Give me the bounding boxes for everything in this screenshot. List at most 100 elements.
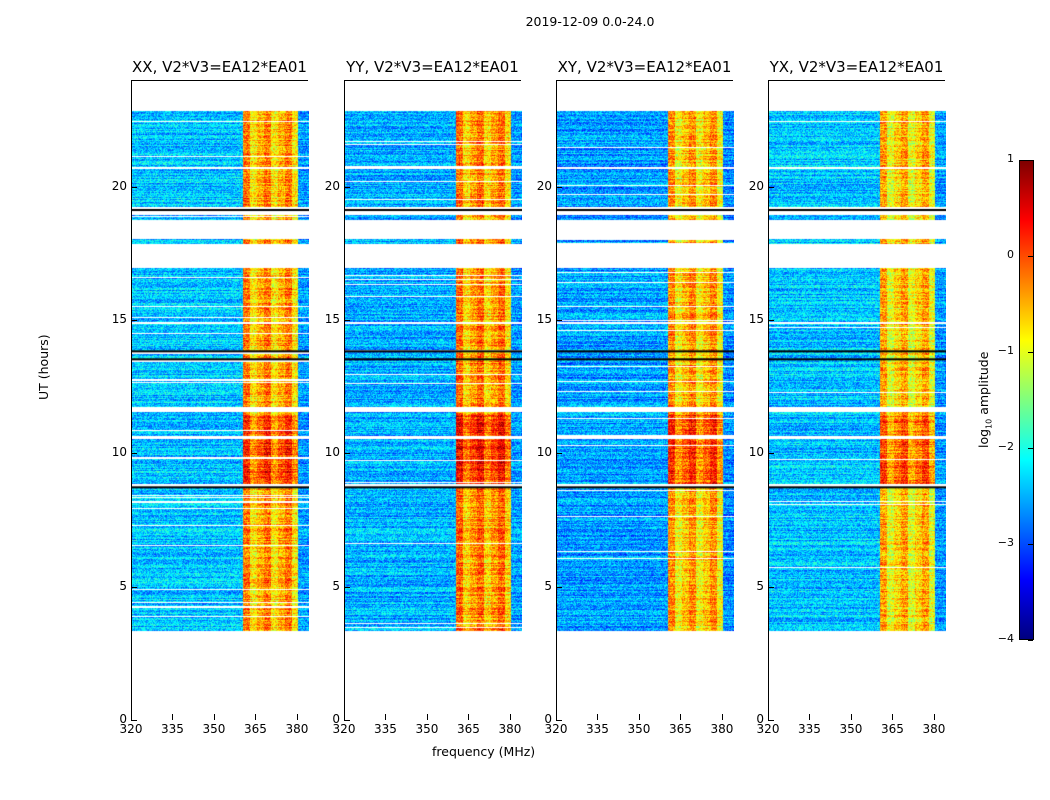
- y-tick-label: 5: [756, 578, 764, 593]
- y-tick: [768, 186, 774, 188]
- heatmap-canvas: [132, 81, 309, 721]
- x-tick: [768, 714, 769, 720]
- y-tick: [131, 453, 137, 455]
- x-tick-label: 350: [202, 722, 226, 736]
- colorbar-tick-label: −4: [997, 632, 1014, 645]
- y-tick: [768, 320, 774, 321]
- y-tick: [768, 720, 774, 721]
- y-tick-label: 15: [324, 312, 340, 326]
- x-tick: [680, 714, 682, 720]
- y-tick: [344, 586, 350, 588]
- y-tick: [344, 453, 350, 455]
- panel-title: XX, V2*V3=EA12*EA01: [132, 58, 307, 76]
- plot-area: [131, 80, 309, 721]
- x-tick: [296, 714, 298, 720]
- y-tick-label: 0: [756, 712, 764, 726]
- y-tick: [344, 320, 350, 321]
- x-tick-label: 350: [415, 722, 439, 736]
- y-tick: [344, 186, 350, 188]
- x-tick: [509, 714, 511, 720]
- y-tick: [768, 586, 774, 588]
- x-tick: [809, 714, 811, 720]
- y-tick-label: 10: [536, 445, 552, 460]
- y-tick-label: 20: [748, 178, 764, 193]
- x-tick-label: 350: [627, 722, 651, 736]
- y-tick-label: 5: [544, 578, 552, 593]
- colorbar-label: log10 amplitude: [976, 351, 994, 448]
- y-tick-label: 20: [111, 178, 127, 193]
- x-tick-label: 335: [586, 722, 609, 736]
- x-tick: [213, 714, 215, 720]
- y-tick: [344, 720, 350, 721]
- y-tick: [556, 186, 562, 188]
- panel-title: XY, V2*V3=EA12*EA01: [557, 58, 732, 76]
- y-tick-label: 20: [536, 178, 552, 193]
- x-tick: [255, 714, 257, 720]
- x-tick: [721, 714, 723, 720]
- x-tick: [344, 714, 345, 720]
- x-tick-label: 320: [544, 722, 568, 736]
- colorbar-tick-label: −1: [997, 344, 1014, 357]
- y-tick: [131, 186, 137, 188]
- x-tick: [850, 714, 852, 720]
- heatmap-canvas: [557, 81, 734, 721]
- colorbar-tick-label: −2: [997, 440, 1014, 453]
- y-tick: [556, 586, 562, 588]
- x-tick-label: 350: [839, 722, 863, 736]
- colorbar-tick: [1028, 256, 1033, 257]
- heatmap-canvas: [345, 81, 522, 721]
- x-tick-label: 365: [669, 722, 692, 736]
- y-tick-label: 0: [332, 712, 340, 726]
- x-tick: [556, 714, 557, 720]
- x-tick: [892, 714, 894, 720]
- plot-area: [768, 80, 946, 721]
- x-tick-label: 335: [798, 722, 821, 736]
- y-tick-label: 15: [536, 312, 552, 326]
- x-tick: [933, 714, 935, 720]
- y-tick-label: 15: [748, 312, 764, 326]
- y-tick-label: 0: [119, 712, 127, 726]
- colorbar-tick: [1028, 640, 1033, 641]
- x-tick-label: 320: [332, 722, 356, 736]
- x-tick: [638, 714, 640, 720]
- y-tick-label: 15: [111, 312, 127, 326]
- y-tick: [556, 720, 562, 721]
- x-tick: [468, 714, 470, 720]
- x-tick-label: 380: [922, 722, 946, 736]
- colorbar-tick: [1028, 544, 1033, 545]
- y-tick: [556, 453, 562, 455]
- y-tick-label: 10: [111, 445, 127, 460]
- y-tick-label: 5: [119, 578, 127, 593]
- x-tick-label: 365: [457, 722, 480, 736]
- figure-title: 2019-12-09 0.0-24.0: [525, 14, 655, 29]
- plot-area: [556, 80, 734, 721]
- spectrogram-panel: XX, V2*V3=EA12*EA01 320 335 350 365 380 0 5 10 15…: [112, 58, 309, 736]
- y-tick: [556, 320, 562, 321]
- y-tick: [131, 586, 137, 588]
- colorbar: [1019, 160, 1034, 640]
- y-tick-label: 10: [324, 445, 340, 460]
- x-tick: [426, 714, 428, 720]
- spectrogram-panel: YX, V2*V3=EA12*EA01 320 335 350 365 380 0 5 10 15…: [749, 58, 946, 736]
- x-tick: [385, 714, 387, 720]
- y-tick-label: 20: [324, 178, 340, 193]
- panel-title: YX, V2*V3=EA12*EA01: [769, 58, 944, 76]
- colorbar-tick: [1028, 448, 1033, 449]
- colorbar-tick-label: −3: [997, 536, 1014, 549]
- y-tick: [131, 720, 137, 721]
- colorbar-tick-label: 1: [1007, 152, 1014, 165]
- x-tick-label: 380: [710, 722, 734, 736]
- spectrogram-panel: YY, V2*V3=EA12*EA01 320 335 350 365 380 0 5 10 15…: [325, 58, 522, 736]
- spectrogram-panel: XY, V2*V3=EA12*EA01 320 335 350 365 380 0 5 10 15…: [537, 58, 734, 736]
- y-tick: [768, 453, 774, 455]
- y-tick-label: 0: [544, 712, 552, 726]
- colorbar-tick: [1028, 352, 1033, 353]
- x-axis-label: frequency (MHz): [432, 744, 536, 759]
- y-tick: [131, 320, 137, 321]
- colorbar-tick: [1028, 160, 1033, 161]
- x-tick-label: 335: [374, 722, 397, 736]
- colorbar-tick-label: 0: [1007, 248, 1014, 261]
- x-tick-label: 365: [881, 722, 904, 736]
- x-tick: [131, 714, 132, 720]
